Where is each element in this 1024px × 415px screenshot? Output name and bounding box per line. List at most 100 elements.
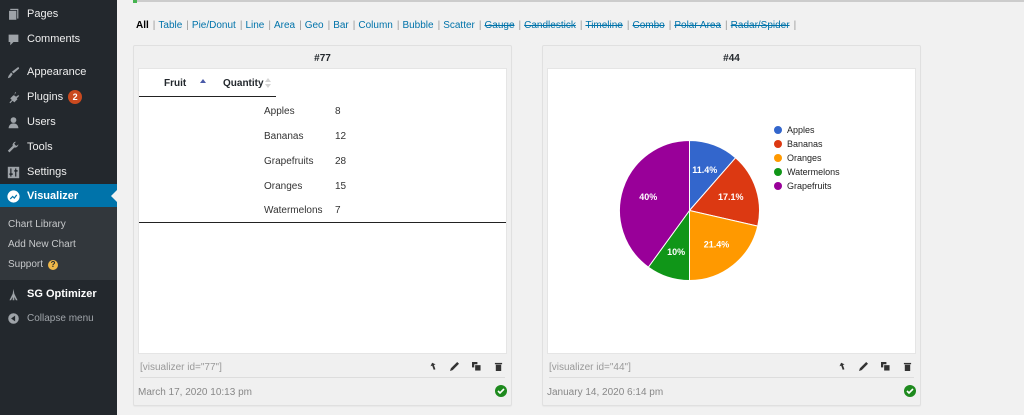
undo-arrow-icon xyxy=(430,362,436,370)
filter-candlestick[interactable]: Candlestick xyxy=(524,20,576,31)
chart-card-title: #77 xyxy=(314,53,331,64)
delete-button[interactable] xyxy=(902,361,912,371)
sidebar-item-comments[interactable]: Comments xyxy=(0,27,117,51)
clone-button[interactable] xyxy=(880,361,890,371)
sidebar-item-label: SG Optimizer xyxy=(27,288,97,300)
export-button[interactable] xyxy=(427,361,437,371)
legend-swatch xyxy=(774,168,782,176)
chart-legend: Apples Bananas Oranges Watermelons Grapefrui… xyxy=(774,123,840,193)
shortcode-text[interactable]: [visualizer id="44"] xyxy=(549,362,631,373)
shortcode-text[interactable]: [visualizer id="77"] xyxy=(140,362,222,373)
sidebar-item-visualizer[interactable]: Visualizer xyxy=(0,184,117,208)
clone-button[interactable] xyxy=(471,361,481,371)
filter-area[interactable]: Area xyxy=(273,20,296,31)
chart-card-44: #44 11.4% 17.1% 21.4% 10% 40% Apples Bananas O… xyxy=(542,45,921,406)
legend-item-watermelons[interactable]: Watermelons xyxy=(774,165,840,179)
filter-separator: | xyxy=(437,20,441,31)
delete-button[interactable] xyxy=(493,361,503,371)
sidebar-item-label: Appearance xyxy=(27,66,87,78)
filter-pie-donut[interactable]: Pie/Donut xyxy=(191,20,236,31)
filter-bubble[interactable]: Bubble xyxy=(402,20,434,31)
cell-fruit: Apples xyxy=(264,106,295,117)
card-divider xyxy=(140,377,505,378)
sidebar-item-tools[interactable]: Tools xyxy=(0,135,117,159)
filter-combo[interactable]: Combo xyxy=(632,20,665,31)
sidebar-item-label: Comments xyxy=(27,33,81,45)
table-bottom-border xyxy=(139,222,506,223)
comments-icon xyxy=(6,32,20,46)
slice-label: 10% xyxy=(667,247,685,257)
filter-separator: | xyxy=(793,20,797,31)
filter-separator: | xyxy=(299,20,302,31)
copy-icon xyxy=(880,361,890,371)
trash-icon xyxy=(903,362,911,371)
filter-geo[interactable]: Geo xyxy=(304,20,324,31)
filter-separator: | xyxy=(478,20,482,31)
sidebar-item-plugins[interactable]: Plugins 2 xyxy=(0,85,117,109)
undo-arrow-icon xyxy=(839,362,845,370)
edit-button[interactable] xyxy=(449,361,459,371)
chart-actions xyxy=(427,361,503,371)
sidebar-item-label: Plugins xyxy=(27,91,64,103)
sidebar-item-appearance[interactable]: Appearance xyxy=(0,60,117,84)
sidebar-item-users[interactable]: Users xyxy=(0,110,117,134)
pie-slice-bananas[interactable] xyxy=(688,157,760,227)
chart-card-title: #44 xyxy=(723,53,740,64)
sidebar-item-pages[interactable]: Pages xyxy=(0,2,117,26)
filter-separator: | xyxy=(352,20,356,31)
filter-line[interactable]: Line xyxy=(245,20,265,31)
legend-label: Bananas xyxy=(787,139,823,149)
sidebar-item-label: Tools xyxy=(27,141,53,153)
legend-item-oranges[interactable]: Oranges xyxy=(774,151,840,165)
visualizer-submenu: Chart Library Add New Chart Support? xyxy=(0,207,117,280)
filter-scatter[interactable]: Scatter xyxy=(443,20,475,31)
users-icon xyxy=(6,115,20,129)
pencil-icon xyxy=(449,361,459,371)
table-header: Fruit Quantity xyxy=(139,69,276,97)
pie-slice-oranges[interactable] xyxy=(689,209,759,282)
chart-type-filters: All | Table | Pie/Donut | Line | Area | Geo | Bar | Co… xyxy=(136,20,799,31)
active-indicator xyxy=(111,190,117,202)
submenu-support[interactable]: Support? xyxy=(8,259,59,270)
filter-separator: | xyxy=(268,20,271,31)
chart-actions xyxy=(836,361,912,371)
submenu-chart-library[interactable]: Chart Library xyxy=(8,219,66,230)
table-row: Watermelons 7 xyxy=(264,205,341,216)
legend-item-apples[interactable]: Apples xyxy=(774,123,840,137)
filter-column[interactable]: Column xyxy=(358,20,393,31)
filter-gauge[interactable]: Gauge xyxy=(484,20,515,31)
filter-bar[interactable]: Bar xyxy=(333,20,349,31)
column-header-fruit[interactable]: Fruit xyxy=(164,78,187,89)
sidebar-item-settings[interactable]: Settings xyxy=(0,160,117,184)
filter-radar-spider[interactable]: Radar/Spider xyxy=(730,20,790,31)
export-button[interactable] xyxy=(836,361,846,371)
sidebar-item-sg-optimizer[interactable]: SG Optimizer xyxy=(0,282,117,306)
filter-polar-area[interactable]: Polar Area xyxy=(674,20,722,31)
cell-fruit: Grapefruits xyxy=(264,156,314,167)
pie-slice-grapefruits[interactable] xyxy=(619,139,690,268)
collapse-menu-button[interactable]: Collapse menu xyxy=(0,306,117,330)
sidebar-item-label: Visualizer xyxy=(27,190,79,202)
collapse-label: Collapse menu xyxy=(27,312,94,324)
help-icon: ? xyxy=(48,259,59,270)
edit-button[interactable] xyxy=(858,361,868,371)
copy-icon xyxy=(471,361,481,371)
slice-label: 17.1% xyxy=(718,192,744,202)
check-icon xyxy=(904,385,916,397)
cell-quantity: 28 xyxy=(335,156,347,167)
trash-icon xyxy=(494,362,502,371)
table-row: Bananas 12 xyxy=(264,131,346,142)
legend-item-grapefruits[interactable]: Grapefruits xyxy=(774,179,840,193)
cell-quantity: 8 xyxy=(335,106,341,117)
legend-item-bananas[interactable]: Bananas xyxy=(774,137,840,151)
filter-all[interactable]: All xyxy=(136,20,149,31)
submenu-label: Add New Chart xyxy=(8,239,76,250)
table-row: Oranges 15 xyxy=(264,181,346,192)
admin-sidebar: Pages Comments Appearance Plugins 2 User… xyxy=(0,0,117,415)
collapse-icon xyxy=(6,311,20,325)
filter-table[interactable]: Table xyxy=(158,20,183,31)
column-header-quantity[interactable]: Quantity xyxy=(223,78,264,89)
submenu-add-new-chart[interactable]: Add New Chart xyxy=(8,239,76,250)
check-icon xyxy=(495,385,507,397)
filter-timeline[interactable]: Timeline xyxy=(585,20,623,31)
